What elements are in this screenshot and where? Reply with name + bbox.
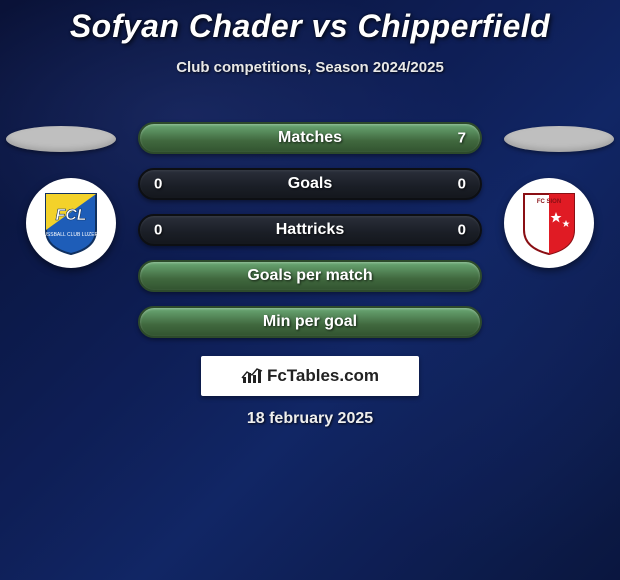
stat-value-right: 0 bbox=[458, 176, 466, 193]
stat-value-right: 7 bbox=[458, 130, 466, 147]
svg-text:FUSSBALL CLUB LUZERN: FUSSBALL CLUB LUZERN bbox=[42, 232, 100, 238]
stat-rows: Matches 7 0 Goals 0 0 Hattricks 0 Goals … bbox=[138, 122, 482, 352]
stat-row-goals: 0 Goals 0 bbox=[138, 168, 482, 200]
stat-label: Matches bbox=[278, 129, 342, 147]
svg-text:FC SION: FC SION bbox=[537, 199, 561, 205]
chart-icon bbox=[241, 367, 263, 385]
stat-row-hattricks: 0 Hattricks 0 bbox=[138, 214, 482, 246]
stat-row-goals-per-match: Goals per match bbox=[138, 260, 482, 292]
subtitle: Club competitions, Season 2024/2025 bbox=[0, 59, 620, 76]
club-badge-right: FC SION bbox=[504, 178, 594, 268]
stat-value-left: 0 bbox=[154, 222, 162, 239]
sion-logo-icon: FC SION bbox=[520, 190, 578, 256]
stat-label: Goals bbox=[288, 175, 332, 193]
club-badge-left: FCL FUSSBALL CLUB LUZERN bbox=[26, 178, 116, 268]
stat-label: Min per goal bbox=[263, 313, 357, 331]
content-wrapper: Sofyan Chader vs Chipperfield Club compe… bbox=[0, 0, 620, 580]
watermark-text: FcTables.com bbox=[267, 366, 379, 386]
stat-label: Hattricks bbox=[276, 221, 344, 239]
svg-text:FCL: FCL bbox=[55, 207, 86, 224]
stat-row-min-per-goal: Min per goal bbox=[138, 306, 482, 338]
player-photo-right bbox=[504, 126, 614, 152]
date-label: 18 february 2025 bbox=[0, 410, 620, 428]
stat-value-left: 0 bbox=[154, 176, 162, 193]
page-title: Sofyan Chader vs Chipperfield bbox=[0, 0, 620, 45]
player-photo-left bbox=[6, 126, 116, 152]
stat-value-right: 0 bbox=[458, 222, 466, 239]
stat-label: Goals per match bbox=[247, 267, 372, 285]
fcl-logo-icon: FCL FUSSBALL CLUB LUZERN bbox=[42, 190, 100, 256]
stat-row-matches: Matches 7 bbox=[138, 122, 482, 154]
watermark: FcTables.com bbox=[201, 356, 419, 396]
